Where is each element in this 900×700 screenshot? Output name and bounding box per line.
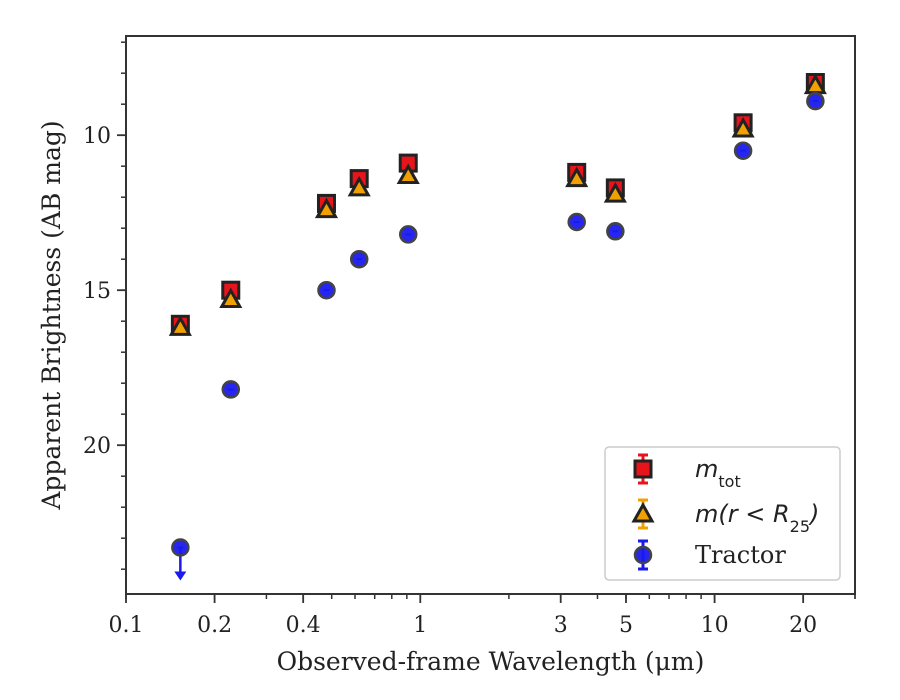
legend-box <box>604 446 841 581</box>
x-tick-label: 3 <box>554 613 568 638</box>
x-tick-label: 5 <box>619 613 633 638</box>
data-point <box>168 315 192 336</box>
data-point <box>733 141 753 160</box>
x-tick-label: 10 <box>701 613 729 638</box>
data-point <box>347 175 371 197</box>
data-point <box>806 91 825 111</box>
legend-marker <box>633 459 653 479</box>
plot-frame <box>125 35 856 595</box>
x-tick-label: 0.4 <box>286 613 321 638</box>
y-tick-label: 20 <box>83 434 111 459</box>
y-tick-label: 10 <box>83 124 111 149</box>
data-point <box>398 225 418 244</box>
data-point <box>314 197 339 219</box>
data-point <box>221 380 241 399</box>
series-m-r-r-25- <box>168 73 827 336</box>
data-point <box>565 166 589 188</box>
data-point <box>396 163 420 184</box>
legend-marker <box>633 545 653 565</box>
y-axis-label: Apparent Brightness (AB mag) <box>37 120 66 510</box>
x-axis-label: Observed-frame Wavelength (μm) <box>277 647 705 676</box>
x-tick-label: 20 <box>789 613 817 638</box>
data-point <box>603 182 627 203</box>
data-point <box>567 212 586 232</box>
upper-limit-arrowhead <box>174 571 187 581</box>
data-point <box>219 287 243 308</box>
legend-label: Tractor <box>695 541 786 569</box>
x-tick-label: 0.2 <box>197 613 232 638</box>
legend-marker <box>631 501 655 523</box>
series-tractor <box>171 91 825 581</box>
data-point <box>317 280 336 300</box>
data-point <box>171 538 190 557</box>
data-point <box>349 249 369 269</box>
data-point <box>606 222 625 241</box>
x-tick-label: 0.1 <box>109 613 144 638</box>
y-tick-label: 15 <box>83 279 111 304</box>
data-point <box>731 116 755 138</box>
x-tick-label: 1 <box>413 613 427 638</box>
